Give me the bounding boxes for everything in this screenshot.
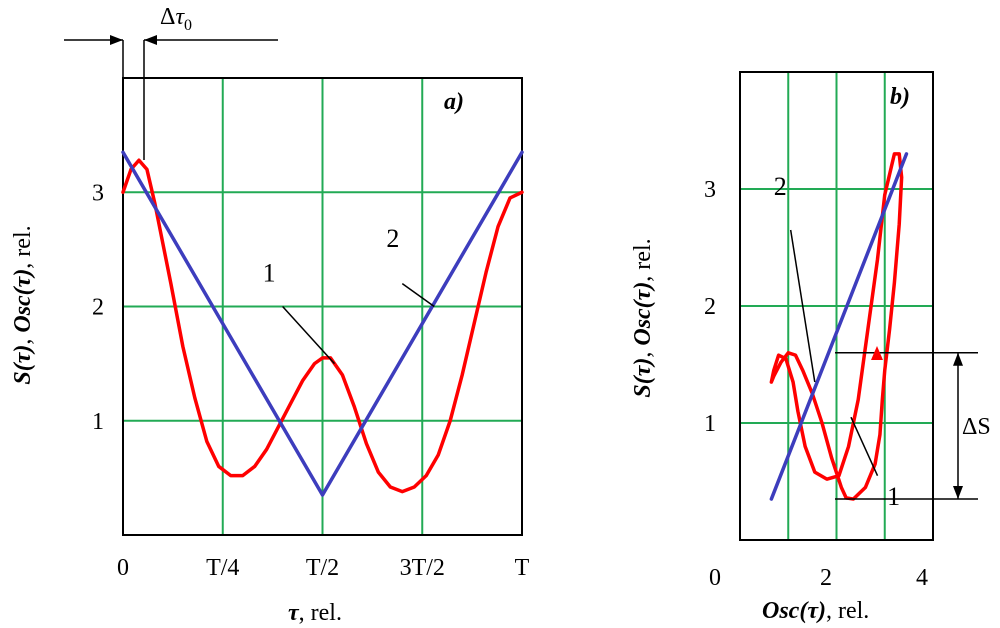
chart-a-x-tick-label: 0: [117, 555, 129, 581]
chart-b-series: [769, 152, 909, 501]
chart-b-series-2-line: [769, 152, 909, 501]
chart-b-x-axis-title: Osc(τ), rel.: [762, 598, 869, 624]
chart-a-grid: [123, 78, 522, 535]
chart-b-grid: [740, 72, 933, 540]
chart-b-series-1-line: [769, 152, 904, 501]
chart-a-y-axis-title: S(τ), Osc(τ), rel.: [10, 225, 36, 384]
chart-a-y-tick-label: 1: [92, 409, 104, 435]
chart-a-series-1-line: [121, 158, 524, 494]
chart-a-leader-2: [401, 283, 435, 308]
tau-subscript: 0: [184, 17, 192, 34]
chart-b-y-axis-title: S(τ), Osc(τ), rel.: [630, 238, 656, 397]
chart-b-x-ticks: 0 2 4: [709, 565, 928, 591]
chart-b-plot-frame: [739, 71, 934, 541]
chart-a-x-tick-label: T/2: [306, 555, 339, 581]
chart-a-x-axis-title: τ, rel.: [288, 600, 342, 626]
delta-s-label: ΔS: [962, 414, 991, 440]
chart-a-x-tick-label: 3T/2: [400, 555, 445, 581]
svg-text:Δτ0: Δτ0: [160, 4, 192, 34]
delta-s-annotation: ΔS: [835, 346, 991, 500]
chart-a-leader-1: [282, 305, 336, 365]
delta-tau-annotation: Δτ0: [64, 4, 278, 160]
chart-b-leader-2: [789, 229, 816, 383]
chart-b-y-tick-label: 2: [704, 294, 716, 320]
chart-b-leader-1: [850, 416, 879, 476]
chart-a-y-tick-label: 2: [92, 295, 104, 321]
chart-a-label-leaders: 12: [263, 224, 435, 365]
chart-a-panel-label: a): [444, 89, 464, 115]
chart-a-x-tick-label: T/4: [206, 555, 239, 581]
chart-a-y-ticks: 1 2 3: [92, 180, 104, 435]
delta-symbol: Δ: [160, 4, 175, 30]
chart-a-series: [121, 150, 524, 497]
chart-b-y-ticks: 1 2 3: [704, 177, 716, 437]
chart-b-x-tick-label: 4: [916, 565, 928, 591]
chart-a-y-tick-label: 3: [92, 180, 104, 206]
chart-b-y-tick-label: 1: [704, 411, 716, 437]
chart-a-series-label-1: 1: [263, 258, 276, 287]
chart-b-y-tick-label: 3: [704, 177, 716, 203]
chart-b-label-leaders: 21: [774, 172, 900, 511]
chart-a-series-2-line: [121, 150, 524, 497]
arrow-head-on-curve: [871, 346, 883, 360]
chart-a: 12 0 T/4 T/2 3T/2 T 123 a) Δτ0 τ, rel. S(τ),…: [10, 4, 530, 626]
chart-b-series-label-1: 1: [887, 482, 900, 511]
chart-a-plot-frame: [122, 77, 523, 536]
chart-b-x-tick-label: 2: [820, 565, 832, 591]
chart-a-series-label-2: 2: [386, 224, 399, 253]
chart-b-panel-label: b): [890, 84, 910, 110]
chart-a-x-ticks: 0 T/4 T/2 3T/2 T: [117, 555, 530, 581]
tau-symbol: τ: [175, 4, 185, 30]
chart-a-x-tick-label: T: [515, 555, 530, 581]
chart-b-x-tick-label: 0: [709, 565, 721, 591]
chart-b-series-label-2: 2: [774, 172, 787, 201]
